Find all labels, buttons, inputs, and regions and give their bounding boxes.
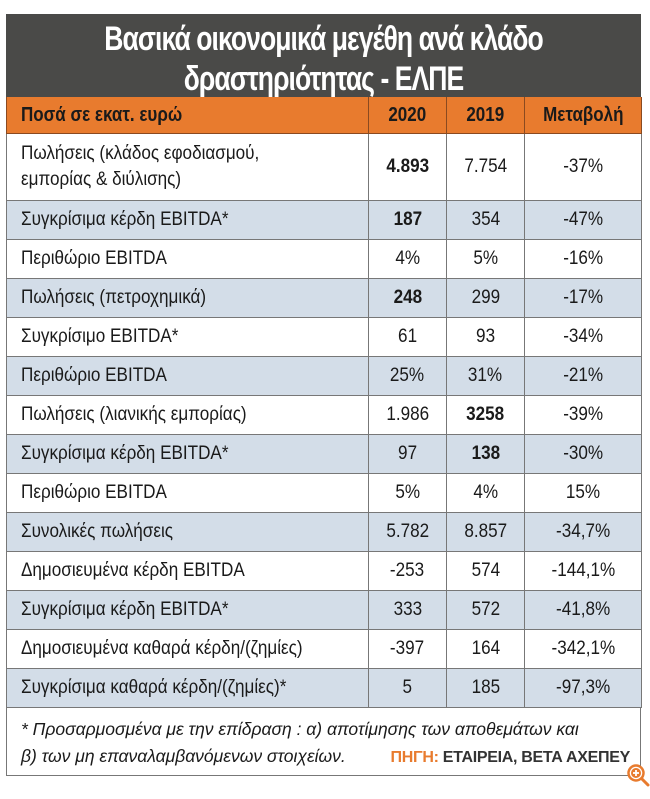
table-row: Συγκρίσιμα κέρδη EBITDA* 187 354 -47% bbox=[6, 200, 642, 240]
value-2019: 138 bbox=[446, 434, 525, 474]
value-change: -144,1% bbox=[524, 551, 642, 591]
row-label: Πωλήσεις (πετροχημικά) bbox=[6, 278, 369, 318]
value-2019: 572 bbox=[446, 590, 525, 630]
value-2020: 5 bbox=[368, 668, 447, 708]
value-2020: 5% bbox=[368, 473, 447, 513]
column-header-change: Μεταβολή bbox=[524, 97, 642, 134]
table-row: Συγκρίσιμο EBITDA* 61 93 -34% bbox=[6, 317, 642, 357]
value-2020: 333 bbox=[368, 590, 447, 630]
value-2020: 248 bbox=[368, 278, 447, 318]
value-change: -17% bbox=[524, 278, 642, 318]
value-change: -97,3% bbox=[524, 668, 642, 708]
value-change: -30% bbox=[524, 434, 642, 474]
table-row: Συνολικές πωλήσεις 5.782 8.857 -34,7% bbox=[6, 512, 642, 552]
row-label: Περιθώριο EBITDA bbox=[6, 473, 369, 513]
value-2019: 4% bbox=[446, 473, 525, 513]
row-label: Πωλήσεις (λιανικής εμπορίας) bbox=[6, 395, 369, 435]
financials-table: Ποσά σε εκατ. ευρώ 2020 2019 Μεταβολή Πω… bbox=[6, 97, 642, 708]
value-2020: -253 bbox=[368, 551, 447, 591]
value-2020: 1.986 bbox=[368, 395, 447, 435]
table-header-row: Ποσά σε εκατ. ευρώ 2020 2019 Μεταβολή bbox=[6, 97, 642, 134]
row-label: Συγκρίσιμα κέρδη EBITDA* bbox=[6, 590, 369, 630]
value-2019: 93 bbox=[446, 317, 525, 357]
table-row: Περιθώριο EBITDA 25% 31% -21% bbox=[6, 356, 642, 396]
table-row: Συγκρίσιμα κέρδη EBITDA* 97 138 -30% bbox=[6, 434, 642, 474]
row-label: Συγκρίσιμα κέρδη EBITDA* bbox=[6, 434, 369, 474]
footnote: * Προσαρμοσμένα με την επίδραση : α) απο… bbox=[6, 708, 650, 787]
value-2019: 7.754 bbox=[446, 133, 525, 201]
value-2020: 5.782 bbox=[368, 512, 447, 552]
table-row: Δημοσιευμένα καθαρά κέρδη/(ζημίες) -397 16… bbox=[6, 629, 642, 669]
page-title: Βασικά οικονομικά μεγέθη ανά κλάδο δραστ… bbox=[6, 14, 641, 98]
column-header-2019: 2019 bbox=[446, 97, 525, 134]
footnote-line-1: * Προσαρμοσμένα με την επίδραση : α) απο… bbox=[21, 719, 579, 739]
value-2019: 31% bbox=[446, 356, 525, 396]
value-change: -47% bbox=[524, 200, 642, 240]
column-header-label: Ποσά σε εκατ. ευρώ bbox=[6, 97, 369, 134]
value-change: -39% bbox=[524, 395, 642, 435]
row-label: Περιθώριο EBITDA bbox=[6, 239, 369, 279]
row-label: Δημοσιευμένα καθαρά κέρδη/(ζημίες) bbox=[6, 629, 369, 669]
footnote-line-2: β) των μη επαναλαμβανόμενων στοιχείων. bbox=[21, 746, 346, 766]
value-2019: 299 bbox=[446, 278, 525, 318]
value-change: -41,8% bbox=[524, 590, 642, 630]
value-2019: 5% bbox=[446, 239, 525, 279]
value-2020: 25% bbox=[368, 356, 447, 396]
value-change: -34% bbox=[524, 317, 642, 357]
table-row: Συγκρίσιμα καθαρά κέρδη/(ζημίες)* 5 185 -97… bbox=[6, 668, 642, 708]
table-row: Περιθώριο EBITDA 4% 5% -16% bbox=[6, 239, 642, 279]
value-2019: 8.857 bbox=[446, 512, 525, 552]
table-row: Πωλήσεις (κλάδος εφοδιασμού, εμπορίας & … bbox=[6, 133, 642, 201]
value-change: -21% bbox=[524, 356, 642, 396]
title-line-1: Βασικά οικονομικά μεγέθη ανά κλάδο bbox=[104, 20, 543, 58]
value-2019: 185 bbox=[446, 668, 525, 708]
value-2020: 187 bbox=[368, 200, 447, 240]
value-2020: 97 bbox=[368, 434, 447, 474]
source-credit: ΠΗΓΗ: ΕΤΑΙΡΕΙΑ, ΒΕΤΑ ΑΧΕΠΕΥ bbox=[390, 749, 631, 766]
value-change: 15% bbox=[524, 473, 642, 513]
zoom-in-icon[interactable] bbox=[626, 763, 650, 787]
value-2019: 164 bbox=[446, 629, 525, 669]
value-2019: 3258 bbox=[446, 395, 525, 435]
column-header-2020: 2020 bbox=[368, 97, 447, 134]
row-label: Συγκρίσιμο EBITDA* bbox=[6, 317, 369, 357]
value-2019: 354 bbox=[446, 200, 525, 240]
value-2020: 4.893 bbox=[368, 133, 447, 201]
table-row: Συγκρίσιμα κέρδη EBITDA* 333 572 -41,8% bbox=[6, 590, 642, 630]
row-label: Συνολικές πωλήσεις bbox=[6, 512, 369, 552]
value-change: -37% bbox=[524, 133, 642, 201]
table-row: Περιθώριο EBITDA 5% 4% 15% bbox=[6, 473, 642, 513]
row-label: Δημοσιευμένα κέρδη EBITDA bbox=[6, 551, 369, 591]
value-2020: 61 bbox=[368, 317, 447, 357]
value-change: -34,7% bbox=[524, 512, 642, 552]
value-2020: 4% bbox=[368, 239, 447, 279]
value-2020: -397 bbox=[368, 629, 447, 669]
value-change: -342,1% bbox=[524, 629, 642, 669]
row-label: Συγκρίσιμα κέρδη EBITDA* bbox=[6, 200, 369, 240]
title-line-2: δραστηριότητας - ΕΛΠΕ bbox=[183, 60, 465, 98]
table-row: Πωλήσεις (πετροχημικά) 248 299 -17% bbox=[6, 278, 642, 318]
table-row: Δημοσιευμένα κέρδη EBITDA -253 574 -144,1% bbox=[6, 551, 642, 591]
table-row: Πωλήσεις (λιανικής εμπορίας) 1.986 3258 -39… bbox=[6, 395, 642, 435]
infographic-table: Βασικά οικονομικά μεγέθη ανά κλάδο δραστ… bbox=[6, 14, 650, 787]
row-label: Συγκρίσιμα καθαρά κέρδη/(ζημίες)* bbox=[6, 668, 369, 708]
value-2019: 574 bbox=[446, 551, 525, 591]
row-label: Πωλήσεις (κλάδος εφοδιασμού, εμπορίας & … bbox=[6, 133, 369, 201]
value-change: -16% bbox=[524, 239, 642, 279]
row-label: Περιθώριο EBITDA bbox=[6, 356, 369, 396]
